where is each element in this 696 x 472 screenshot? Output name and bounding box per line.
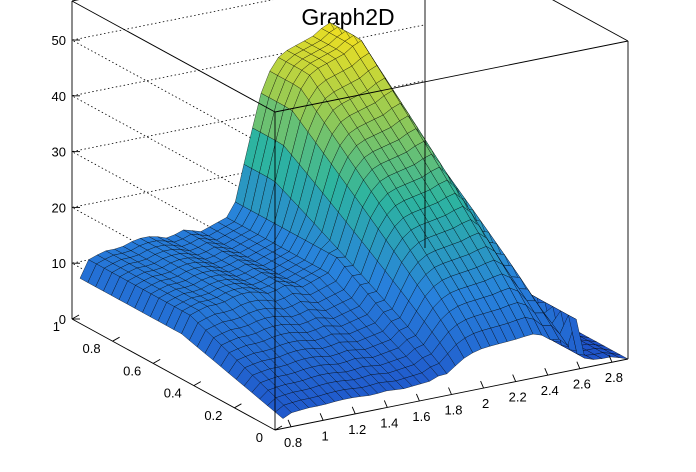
y-tick: [234, 403, 242, 409]
x-tick: [448, 387, 452, 395]
x-tick: [576, 361, 581, 369]
y-tick: [193, 381, 202, 386]
x-tick: [351, 406, 356, 415]
z-tick-label: 0: [59, 312, 66, 327]
x-tick-label: 2.2: [509, 390, 527, 405]
x-tick: [608, 355, 613, 363]
z-gridline: [70, 0, 276, 152]
z-tick-label: 40: [52, 89, 66, 104]
x-tick: [512, 374, 517, 382]
x-tick: [287, 419, 292, 427]
x-tick-label: 1.6: [412, 409, 430, 424]
frame-edge: [71, 0, 80, 2]
x-tick-label: 2.4: [541, 383, 559, 398]
x-tick: [319, 413, 324, 421]
z-tick-label: 30: [52, 145, 66, 160]
y-tick: [71, 314, 80, 320]
x-tick-label: 0.8: [284, 435, 302, 450]
x-tick-label: 1.2: [348, 422, 366, 437]
chart-title: Graph2D: [301, 4, 395, 30]
surface-layer: [79, 22, 629, 419]
x-tick-label: 1.8: [444, 403, 462, 418]
frame-edge: [274, 40, 629, 113]
frame-layer: [71, 0, 629, 431]
z-tick-label: 50: [52, 33, 66, 48]
x-tick: [480, 380, 485, 389]
y-tick-label: 1: [53, 319, 60, 334]
y-tick-label: 0.4: [164, 386, 182, 401]
y-tick-label: 0.6: [123, 363, 141, 378]
x-tick: [383, 400, 388, 408]
tick-label-layer: 0 10 20 30 40 50 0 0.2 0.4 0.6 0.8 1 0.8 1 1.2 1.4 1.6 1.…: [52, 33, 623, 450]
y-tick: [112, 336, 120, 342]
z-gridline: [70, 80, 426, 263]
x-tick-label: 1: [322, 428, 329, 443]
z-tick-label: 20: [52, 200, 66, 215]
x-tick: [544, 367, 549, 376]
y-tick-label: 0: [256, 430, 263, 445]
y-tick-label: 0.8: [83, 341, 101, 356]
y-tick: [274, 425, 283, 431]
x-tick: [415, 393, 420, 402]
z-gridline: [70, 24, 426, 208]
frame-edge: [71, 318, 276, 431]
z-tick-label: 10: [52, 256, 66, 271]
x-tick-label: 2.6: [573, 377, 591, 392]
y-tick-label: 0.2: [204, 408, 222, 423]
x-tick-label: 2.8: [605, 370, 623, 385]
frame-edge: [71, 0, 276, 113]
x-tick-label: 1.4: [380, 415, 398, 430]
x-tick-label: 2: [482, 396, 489, 411]
y-tick: [152, 359, 161, 364]
frame-edge: [552, 0, 629, 42]
